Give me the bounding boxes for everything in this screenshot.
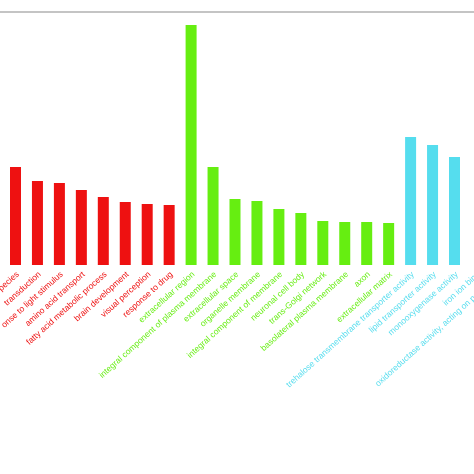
bar <box>405 137 417 265</box>
bar <box>361 222 373 265</box>
bar <box>317 221 329 265</box>
bar <box>31 181 43 265</box>
bar <box>383 223 395 265</box>
bar <box>449 157 460 265</box>
bar <box>10 167 21 265</box>
bar <box>273 209 285 265</box>
bar <box>53 183 65 265</box>
bar <box>97 197 109 265</box>
bar <box>141 204 153 265</box>
bar <box>295 213 307 265</box>
bar <box>427 145 439 265</box>
bar <box>119 202 131 265</box>
bar <box>251 201 263 265</box>
bar <box>75 190 87 265</box>
bar <box>185 25 197 265</box>
bar <box>229 199 241 265</box>
bar <box>339 222 351 265</box>
bar <box>207 167 219 265</box>
bar <box>163 205 175 265</box>
